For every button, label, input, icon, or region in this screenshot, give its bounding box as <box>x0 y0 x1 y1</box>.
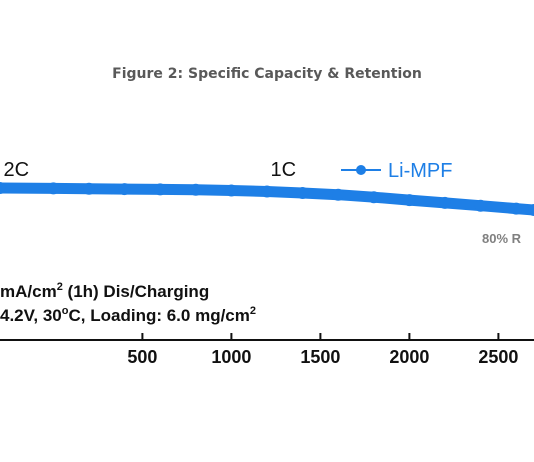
cond2-prefix: 4.2V, 30 <box>0 306 62 325</box>
cond1-sup: 2 <box>57 281 63 293</box>
rate-label-1c: 1C <box>271 159 297 181</box>
series-point <box>189 183 202 196</box>
cond2-mid: C, Loading: 6.0 mg/cm <box>69 306 250 325</box>
series-point <box>367 191 380 204</box>
legend-marker <box>356 165 366 175</box>
cond2-sup: o <box>62 305 69 317</box>
series-point <box>474 199 487 212</box>
series-point <box>0 182 6 194</box>
cond1-prefix: mA/cm <box>0 282 57 301</box>
x-tick-label: 500 <box>127 347 157 367</box>
series-point <box>439 196 451 209</box>
series-point <box>528 204 534 216</box>
series-point <box>225 184 238 197</box>
legend: Li-MPF <box>341 160 452 182</box>
x-tick-label: 2000 <box>389 347 429 367</box>
condition-line-2: 4.2V, 30oC, Loading: 6.0 mg/cm2 <box>0 305 256 325</box>
series-point <box>296 187 309 199</box>
cond2-sup2: 2 <box>250 305 256 317</box>
series-point <box>154 183 167 196</box>
series-line-0 <box>0 182 534 216</box>
series-point <box>261 185 273 198</box>
figure-title: Figure 2: Specific Capacity & Retention <box>112 66 422 82</box>
series-point <box>332 188 345 201</box>
x-tick-group: 500 1000 1500 2000 2500 <box>127 333 518 367</box>
series-point <box>118 183 131 196</box>
cond1-suffix: (1h) Dis/Charging <box>63 282 209 301</box>
x-tick-label: 2500 <box>478 347 518 367</box>
legend-label: Li-MPF <box>388 160 452 182</box>
series-point <box>510 202 523 215</box>
rate-label-2c: 2C <box>4 159 30 181</box>
condition-line-1: mA/cm2 (1h) Dis/Charging <box>0 281 209 301</box>
series-point <box>83 182 95 195</box>
retention-label: 80% R <box>482 231 522 246</box>
series-point <box>403 194 416 207</box>
x-tick-label: 1500 <box>300 347 340 367</box>
series-point <box>47 182 60 195</box>
series-group <box>0 182 534 216</box>
x-tick-label: 1000 <box>211 347 251 367</box>
